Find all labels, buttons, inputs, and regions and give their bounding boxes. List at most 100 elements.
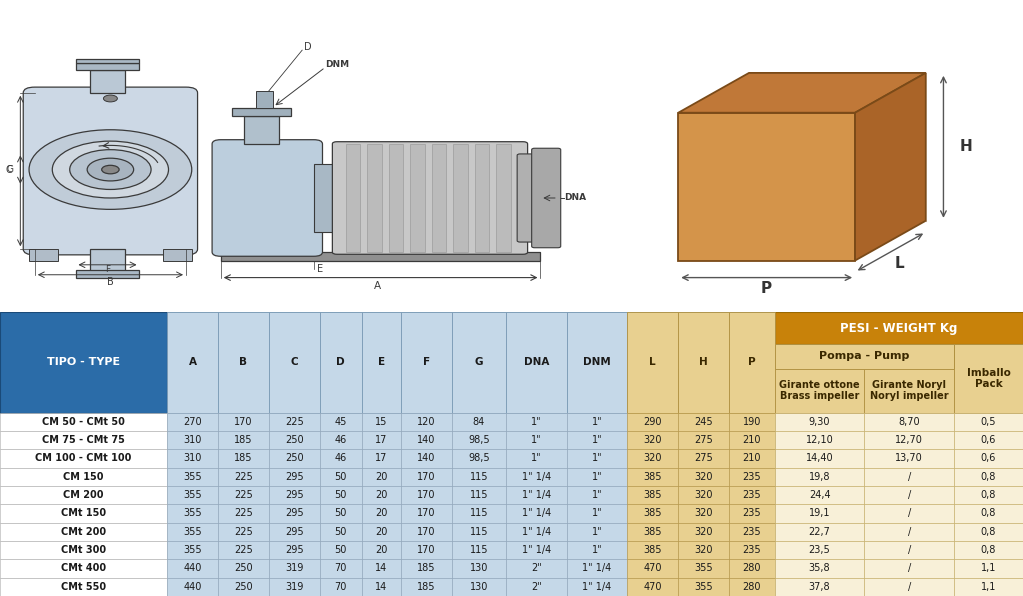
Text: 50: 50	[335, 490, 347, 500]
Text: L: L	[894, 256, 904, 271]
Text: CMt 200: CMt 200	[61, 527, 106, 537]
Bar	[269, 559, 319, 578]
Text: /: /	[907, 582, 910, 592]
Bar	[627, 486, 678, 504]
Bar	[506, 312, 567, 412]
Text: 210: 210	[743, 454, 761, 464]
Bar	[567, 431, 627, 449]
Bar	[567, 559, 627, 578]
Bar	[728, 412, 774, 431]
Bar	[954, 559, 1023, 578]
Bar	[269, 578, 319, 596]
Bar	[0, 312, 167, 412]
Text: 2": 2"	[531, 582, 542, 592]
Bar	[76, 58, 139, 63]
Text: 115: 115	[470, 490, 488, 500]
Bar	[362, 559, 401, 578]
Text: 70: 70	[335, 563, 347, 573]
FancyBboxPatch shape	[518, 154, 546, 242]
Text: 275: 275	[694, 454, 713, 464]
Bar	[362, 412, 401, 431]
Text: 9,30: 9,30	[809, 417, 831, 427]
Bar	[167, 504, 218, 523]
Text: 470: 470	[643, 563, 662, 573]
Text: 225: 225	[284, 417, 304, 427]
Bar	[954, 431, 1023, 449]
Text: 235: 235	[743, 508, 761, 519]
Bar	[218, 431, 269, 449]
Bar	[167, 431, 218, 449]
Bar	[0, 486, 167, 504]
Bar	[269, 523, 319, 541]
Text: 170: 170	[417, 527, 436, 537]
Text: 1": 1"	[531, 435, 541, 445]
Text: CMt 150: CMt 150	[61, 508, 106, 519]
Text: 320: 320	[643, 454, 662, 464]
Bar	[627, 449, 678, 468]
Bar	[167, 578, 218, 596]
Text: G: G	[475, 357, 483, 367]
Text: 170: 170	[417, 490, 436, 500]
Bar	[678, 504, 728, 523]
Text: 295: 295	[284, 527, 304, 537]
Text: 235: 235	[743, 472, 761, 482]
Text: 235: 235	[743, 490, 761, 500]
Text: 12,10: 12,10	[806, 435, 834, 445]
Bar	[401, 431, 451, 449]
Bar	[678, 486, 728, 504]
Text: 185: 185	[417, 582, 436, 592]
Bar	[954, 412, 1023, 431]
Text: 14: 14	[375, 563, 388, 573]
Text: DNA: DNA	[564, 194, 586, 203]
Bar	[567, 486, 627, 504]
Text: 210: 210	[743, 435, 761, 445]
Text: 385: 385	[643, 508, 662, 519]
Bar	[401, 468, 451, 486]
Text: 140: 140	[417, 435, 436, 445]
Bar	[506, 431, 567, 449]
Bar	[678, 541, 728, 559]
Bar	[567, 541, 627, 559]
Text: CMt 400: CMt 400	[61, 563, 106, 573]
Text: 319: 319	[285, 563, 304, 573]
Bar	[954, 449, 1023, 468]
Bar	[167, 412, 218, 431]
Bar	[401, 523, 451, 541]
Bar	[728, 486, 774, 504]
Bar	[864, 523, 954, 541]
Bar	[451, 523, 506, 541]
Text: 8,70: 8,70	[898, 417, 920, 427]
Bar	[627, 412, 678, 431]
Bar	[774, 523, 864, 541]
Bar	[0, 559, 167, 578]
Text: 290: 290	[643, 417, 662, 427]
Text: C: C	[291, 357, 298, 367]
Text: 1": 1"	[591, 527, 603, 537]
Bar	[389, 144, 403, 252]
Text: 320: 320	[695, 527, 713, 537]
Bar	[319, 541, 362, 559]
Text: 14: 14	[375, 582, 388, 592]
Bar	[496, 144, 510, 252]
Bar	[627, 468, 678, 486]
Bar	[728, 468, 774, 486]
Text: 98,5: 98,5	[468, 435, 490, 445]
Bar	[678, 431, 728, 449]
Bar	[678, 412, 728, 431]
Bar	[678, 468, 728, 486]
Text: 280: 280	[743, 582, 761, 592]
Text: DNM: DNM	[325, 60, 350, 69]
Text: 250: 250	[284, 454, 304, 464]
Text: 17: 17	[375, 454, 388, 464]
Bar	[346, 144, 360, 252]
Bar	[232, 108, 291, 116]
Text: 14,40: 14,40	[806, 454, 834, 464]
Bar	[567, 523, 627, 541]
Bar	[864, 504, 954, 523]
Bar	[864, 368, 954, 412]
Bar	[319, 486, 362, 504]
Bar	[319, 559, 362, 578]
Bar	[0, 412, 167, 431]
Text: 470: 470	[643, 582, 662, 592]
Circle shape	[52, 141, 169, 198]
